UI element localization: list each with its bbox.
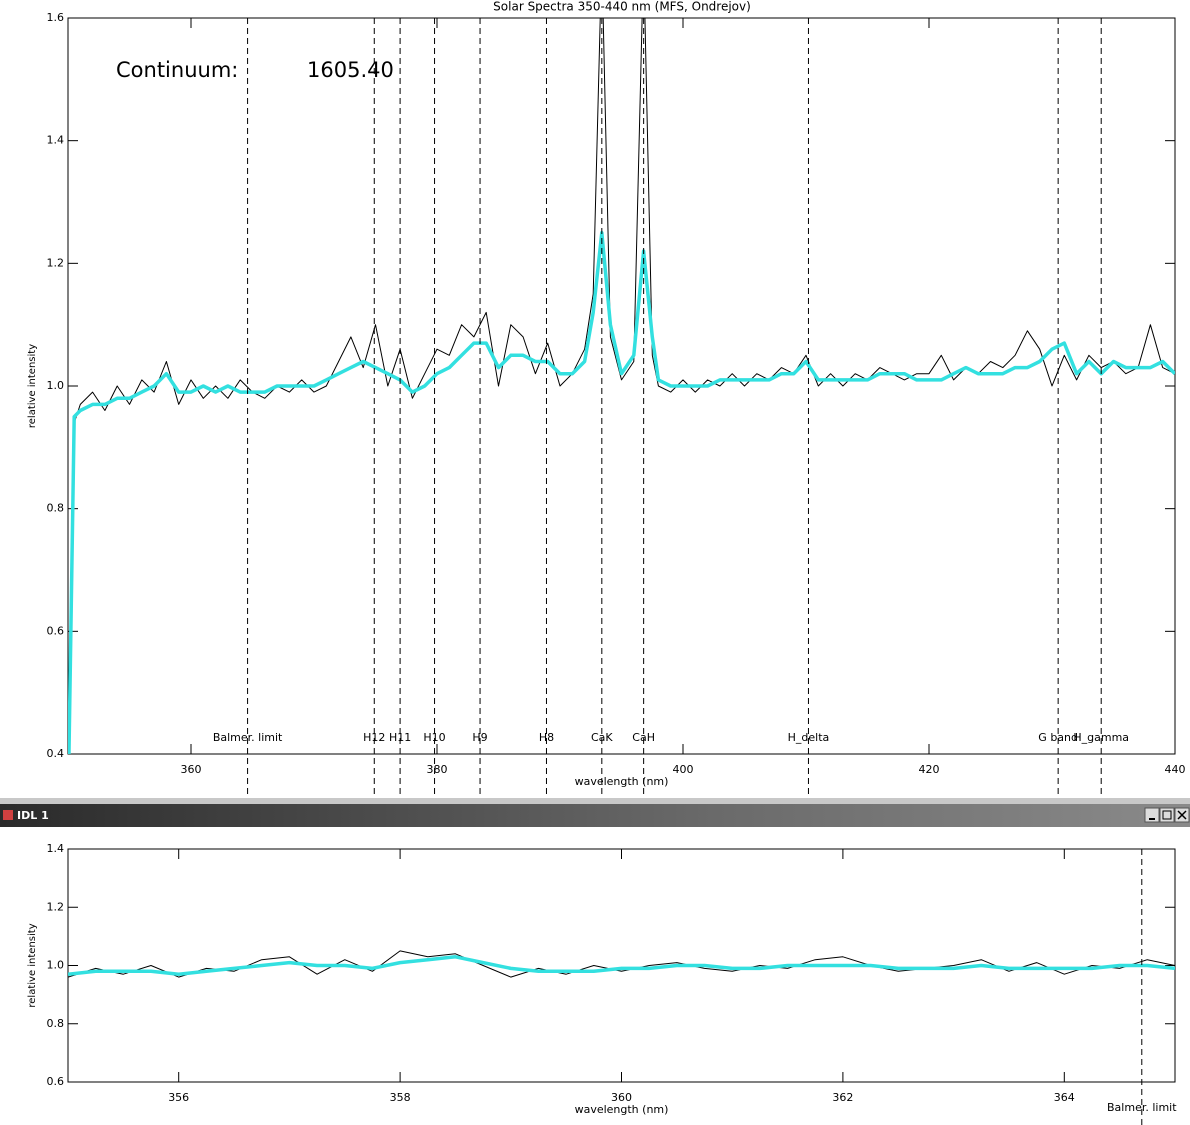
x-tick-label: 362 (832, 1091, 853, 1104)
window-title: IDL 1 (17, 809, 49, 822)
y-tick-label: 1.2 (47, 900, 65, 913)
spectrum-line (68, 950, 1175, 978)
plot-frame (67, 848, 1176, 1083)
reference-label: H12 (363, 731, 385, 744)
x-tick-label: 420 (919, 763, 940, 776)
reference-label: G band (1038, 731, 1078, 744)
title-bar (0, 804, 1190, 827)
reference-label: CaH (632, 731, 655, 744)
maximize-button[interactable] (1159, 807, 1175, 823)
smoothed-line (68, 230, 1175, 754)
y-tick-label: 0.8 (47, 1017, 65, 1030)
y-tick-label: 1.2 (47, 256, 65, 269)
reference-label: CaK (591, 731, 613, 744)
continuum-label: Continuum: (116, 58, 238, 82)
reference-label: H_delta (788, 731, 830, 744)
reference-label: Balmer. limit (1107, 1101, 1177, 1114)
x-tick-label: 356 (168, 1091, 189, 1104)
y-axis-label: relative intensity (27, 344, 38, 428)
x-tick-label: 364 (1054, 1091, 1075, 1104)
reference-label: H11 (389, 731, 411, 744)
y-tick-label: 0.6 (47, 624, 65, 637)
smoothed-line (68, 955, 1175, 976)
reference-label: H8 (539, 731, 554, 744)
x-tick-label: 360 (611, 1091, 632, 1104)
x-tick-label: 380 (427, 763, 448, 776)
y-tick-label: 0.8 (47, 502, 65, 515)
x-tick-label: 440 (1165, 763, 1186, 776)
window-bar: IDL 1 (0, 798, 1190, 827)
y-tick-label: 1.0 (47, 959, 65, 972)
close-button[interactable] (1174, 807, 1190, 823)
y-tick-label: 0.4 (47, 747, 65, 760)
window-border (0, 798, 1190, 804)
reference-label: Balmer. limit (213, 731, 283, 744)
window-icon (3, 810, 13, 820)
x-axis-label: wavelength (nm) (575, 775, 669, 788)
y-tick-label: 1.6 (47, 11, 65, 24)
minimize-button[interactable] (1144, 807, 1160, 823)
x-axis-label: wavelength (nm) (575, 1103, 669, 1116)
x-tick-label: 400 (673, 763, 694, 776)
continuum-value: 1605.40 (307, 58, 394, 82)
y-tick-label: 0.6 (47, 1075, 65, 1088)
x-tick-label: 360 (181, 763, 202, 776)
y-tick-label: 1.0 (47, 379, 65, 392)
spectrum-line (68, 18, 1175, 754)
y-axis-label: relative intensity (27, 923, 38, 1007)
reference-label: H_gamma (1073, 731, 1129, 744)
reference-label: H9 (472, 731, 487, 744)
x-tick-label: 358 (390, 1091, 411, 1104)
y-tick-label: 1.4 (47, 134, 65, 147)
reference-label: H10 (423, 731, 445, 744)
plot-frame (67, 17, 1176, 755)
y-tick-label: 1.4 (47, 842, 65, 855)
chart-title: Solar Spectra 350-440 nm (MFS, Ondrejov) (493, 0, 751, 14)
